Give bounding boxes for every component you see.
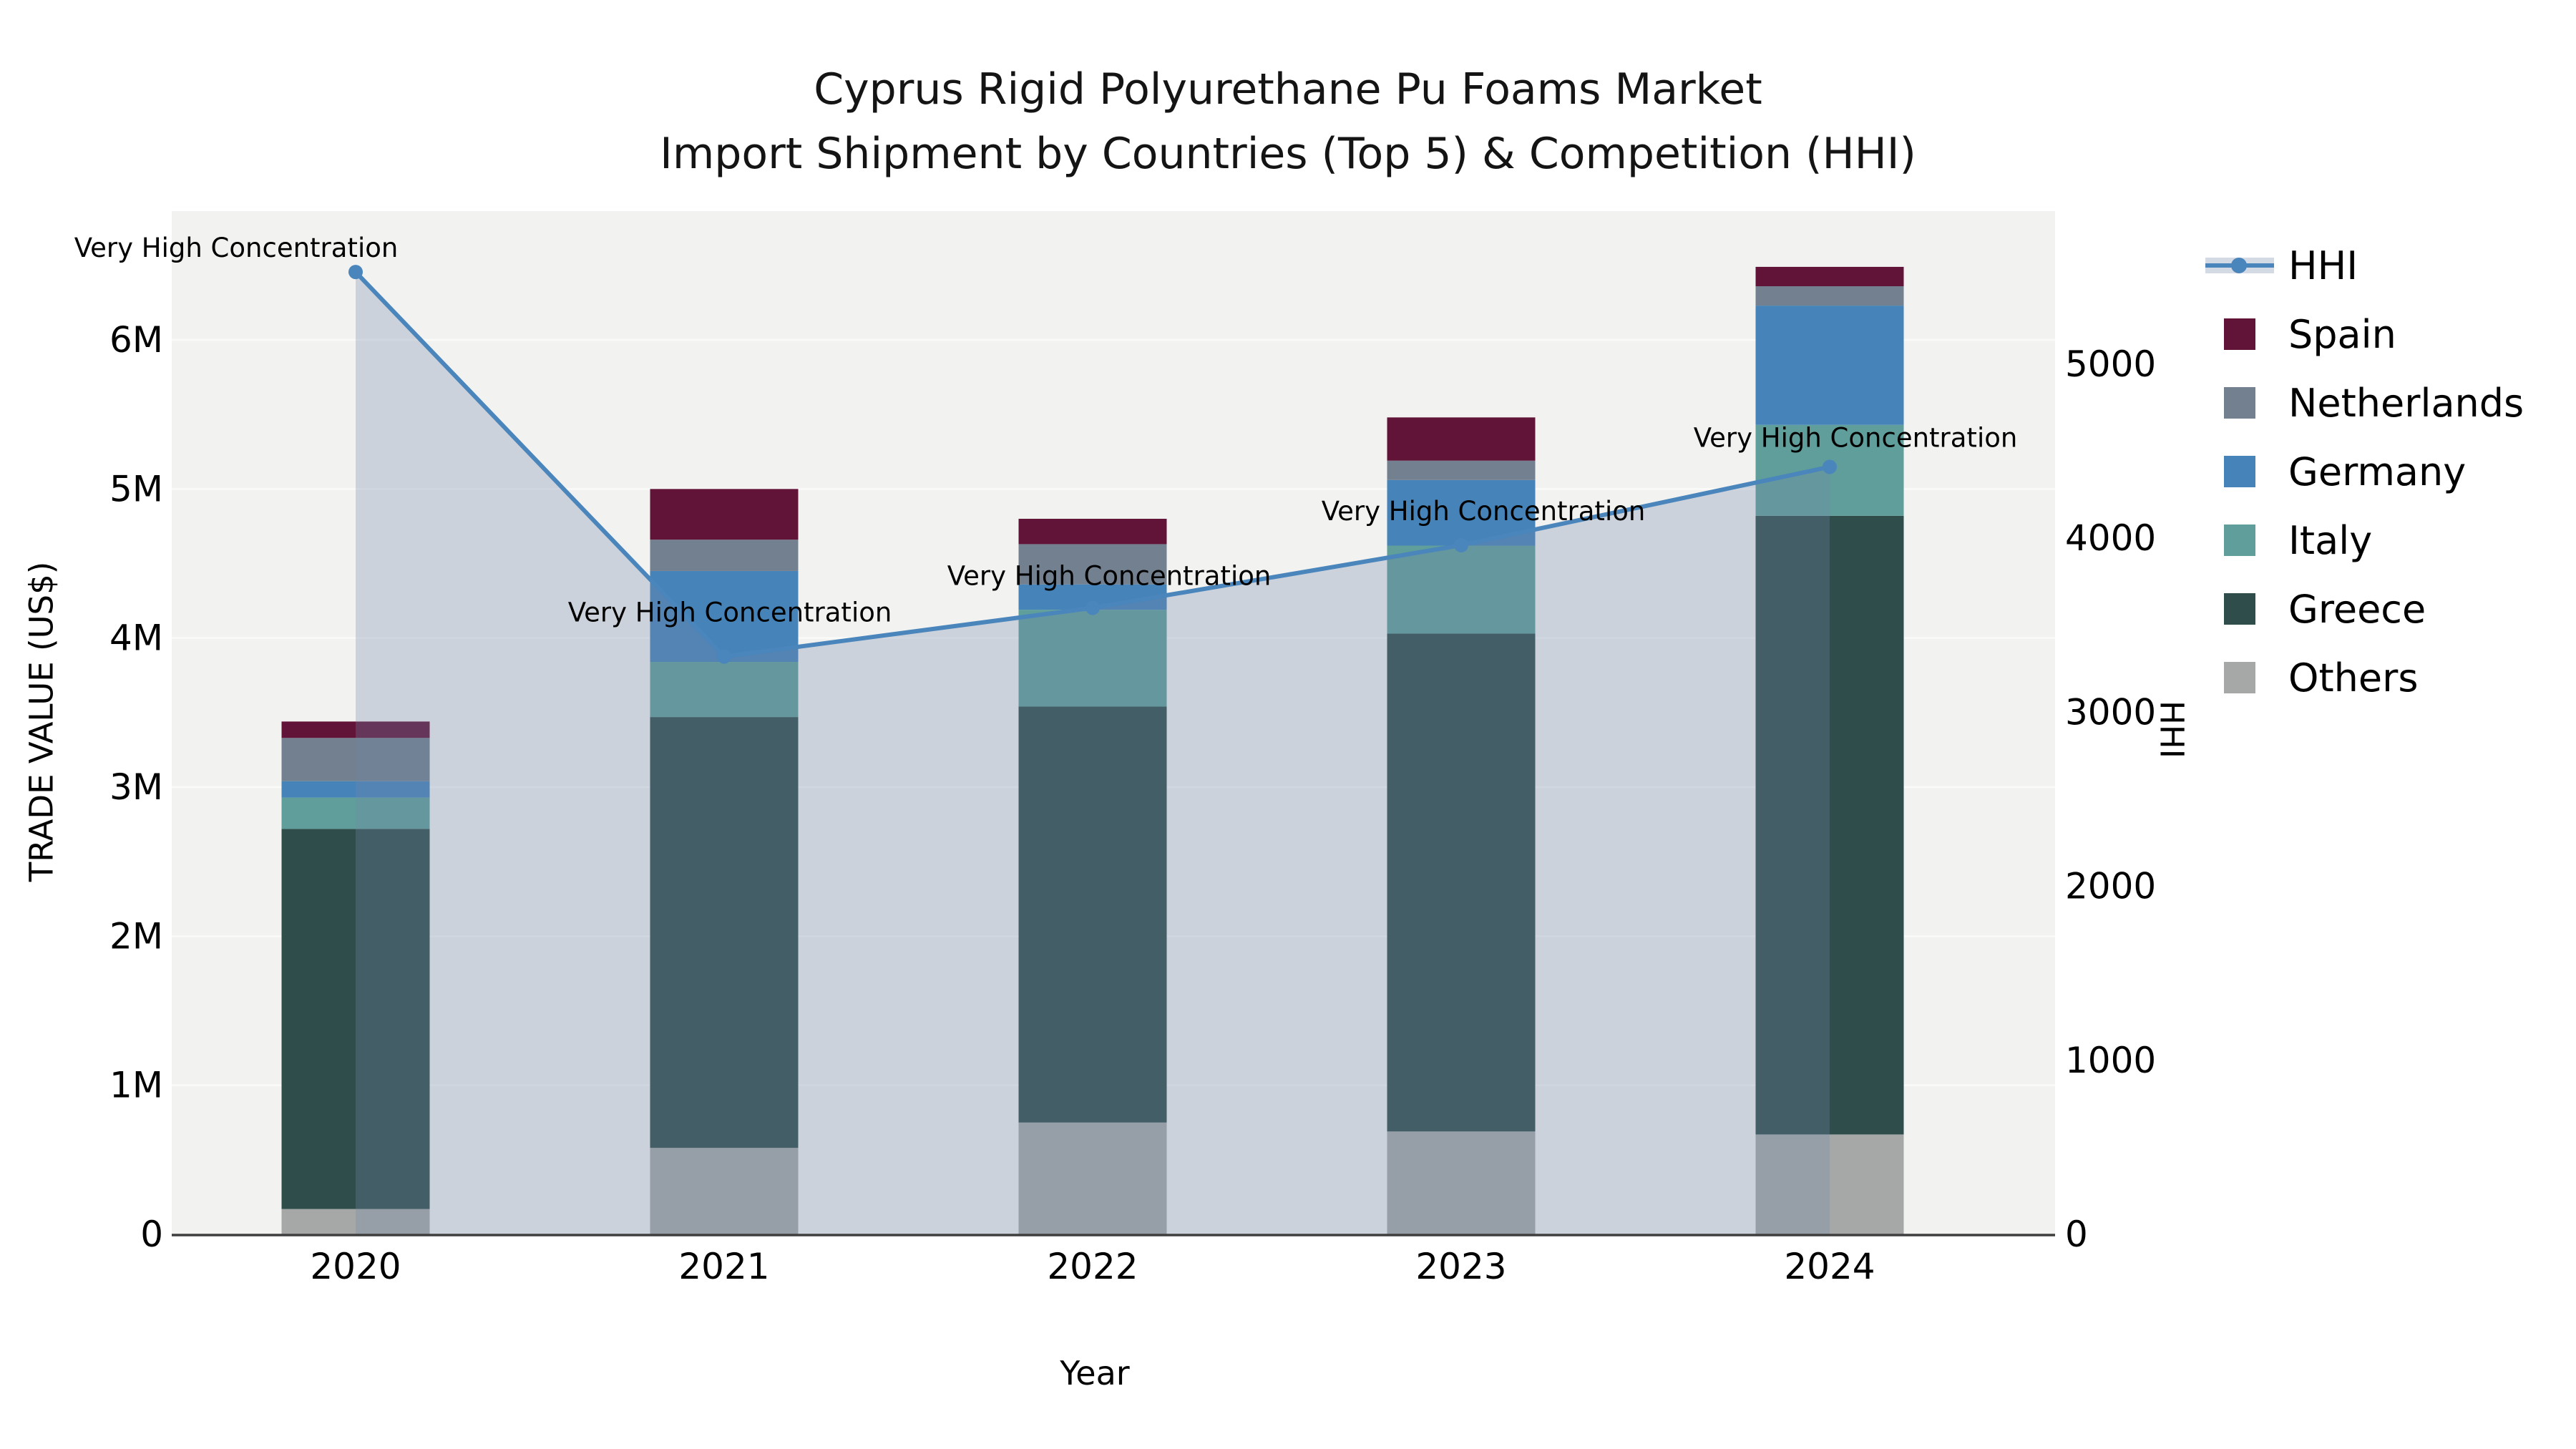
x-tick-label: 2020 xyxy=(310,1246,401,1287)
bar-segment-germany xyxy=(650,570,799,663)
bar-segment-greece xyxy=(1018,706,1167,1123)
hhi-marker xyxy=(1454,537,1468,552)
right-tick-label: 5000 xyxy=(2065,343,2156,385)
left-tick-label: 3M xyxy=(109,766,163,808)
legend-item-netherlands: Netherlands xyxy=(2204,369,2576,437)
legend-item-others: Others xyxy=(2204,643,2576,712)
hhi-marker xyxy=(1085,600,1100,615)
left-tick-label: 1M xyxy=(109,1065,163,1106)
legend-label: Spain xyxy=(2288,311,2396,357)
legend-label: Others xyxy=(2288,655,2419,701)
right-tick-label: 4000 xyxy=(2065,517,2156,559)
legend-label: Italy xyxy=(2288,517,2373,563)
legend-swatch-icon xyxy=(2204,437,2284,506)
legend-item-germany: Germany xyxy=(2204,437,2576,506)
hhi-annotation: Very High Concentration xyxy=(947,560,1272,591)
legend-item-italy: Italy xyxy=(2204,506,2576,575)
swatch-netherlands xyxy=(2224,387,2255,419)
bar-segment-others xyxy=(650,1148,799,1234)
hhi-annotation: Very High Concentration xyxy=(568,597,892,628)
swatch-others xyxy=(2224,662,2255,693)
bar-segment-germany xyxy=(1755,306,1904,425)
right-tick-label: 0 xyxy=(2065,1214,2088,1255)
bar-segment-others xyxy=(1018,1122,1167,1234)
bar-segment-italy xyxy=(281,797,430,829)
chart-title: Cyprus Rigid Polyurethane Pu Foams Marke… xyxy=(0,57,2576,186)
bar-segment-spain xyxy=(1755,266,1904,287)
bar-segment-netherlands xyxy=(1387,460,1536,480)
bar-segment-spain xyxy=(1387,417,1536,461)
bar-segment-netherlands xyxy=(281,738,430,781)
legend-swatch-icon xyxy=(2204,643,2284,712)
bar-segment-greece xyxy=(1387,633,1536,1132)
legend-dot xyxy=(2231,258,2247,273)
chart-title-line2: Import Shipment by Countries (Top 5) & C… xyxy=(660,129,1916,179)
x-axis-title: Year xyxy=(1060,1354,1130,1392)
bar-segment-italy xyxy=(1018,610,1167,707)
legend-swatch-icon xyxy=(2204,300,2284,369)
bar-segment-germany xyxy=(281,781,430,798)
swatch-spain xyxy=(2224,318,2255,350)
right-tick-label: 1000 xyxy=(2065,1040,2156,1081)
left-tick-label: 4M xyxy=(109,618,163,659)
hhi-annotation: Very High Concentration xyxy=(1322,496,1646,527)
left-tick-label: 2M xyxy=(109,915,163,957)
right-axis-title: HHI xyxy=(2152,701,2191,758)
x-tick-label: 2022 xyxy=(1047,1246,1138,1287)
legend-item-hhi: HHI xyxy=(2204,231,2576,300)
hhi-annotation: Very High Concentration xyxy=(1694,422,2018,453)
bar-segment-netherlands xyxy=(650,540,799,571)
legend-swatch-icon xyxy=(2204,506,2284,575)
hhi-line-legend-icon xyxy=(2204,231,2284,300)
x-tick-label: 2023 xyxy=(1415,1246,1506,1287)
swatch-italy xyxy=(2224,525,2255,556)
bar-segment-greece xyxy=(281,829,430,1209)
left-tick-label: 6M xyxy=(109,319,163,361)
legend-swatch-icon xyxy=(2204,369,2284,437)
bar-segment-netherlands xyxy=(1755,286,1904,306)
right-tick-label: 2000 xyxy=(2065,866,2156,907)
hhi-annotation: Very High Concentration xyxy=(74,233,399,263)
legend-label: HHI xyxy=(2288,243,2358,288)
swatch-greece xyxy=(2224,593,2255,625)
bar-segment-greece xyxy=(650,717,799,1148)
bar-segment-italy xyxy=(1387,545,1536,634)
legend-label: Netherlands xyxy=(2288,380,2524,426)
legend-label: Greece xyxy=(2288,586,2426,632)
bar-segment-others xyxy=(1387,1131,1536,1234)
legend-item-greece: Greece xyxy=(2204,575,2576,643)
bar-segment-others xyxy=(1755,1134,1904,1234)
bar-segment-greece xyxy=(1755,515,1904,1135)
chart-title-line1: Cyprus Rigid Polyurethane Pu Foams Marke… xyxy=(814,64,1762,114)
bar-segment-netherlands xyxy=(1018,544,1167,585)
bar-segment-others xyxy=(281,1209,430,1234)
hhi-area xyxy=(356,272,1830,1234)
x-tick-label: 2021 xyxy=(678,1246,769,1287)
hhi-marker xyxy=(1823,459,1837,474)
left-tick-label: 0 xyxy=(140,1214,163,1255)
bar-segment-italy xyxy=(650,662,799,718)
legend: HHI Spain Netherlands Germany Italy Greece Oth… xyxy=(2204,231,2576,712)
hhi-marker xyxy=(348,265,363,280)
legend-item-spain: Spain xyxy=(2204,300,2576,369)
bar-segment-spain xyxy=(1018,519,1167,545)
x-tick-label: 2024 xyxy=(1784,1246,1875,1287)
swatch-germany xyxy=(2224,456,2255,487)
right-tick-label: 3000 xyxy=(2065,691,2156,733)
legend-label: Germany xyxy=(2288,449,2467,494)
bar-segment-spain xyxy=(281,721,430,738)
left-tick-label: 5M xyxy=(109,468,163,509)
legend-swatch-icon xyxy=(2204,575,2284,643)
left-axis-title: TRADE VALUE (US$) xyxy=(22,561,61,882)
bar-segment-spain xyxy=(650,489,799,540)
hhi-marker xyxy=(717,649,731,664)
